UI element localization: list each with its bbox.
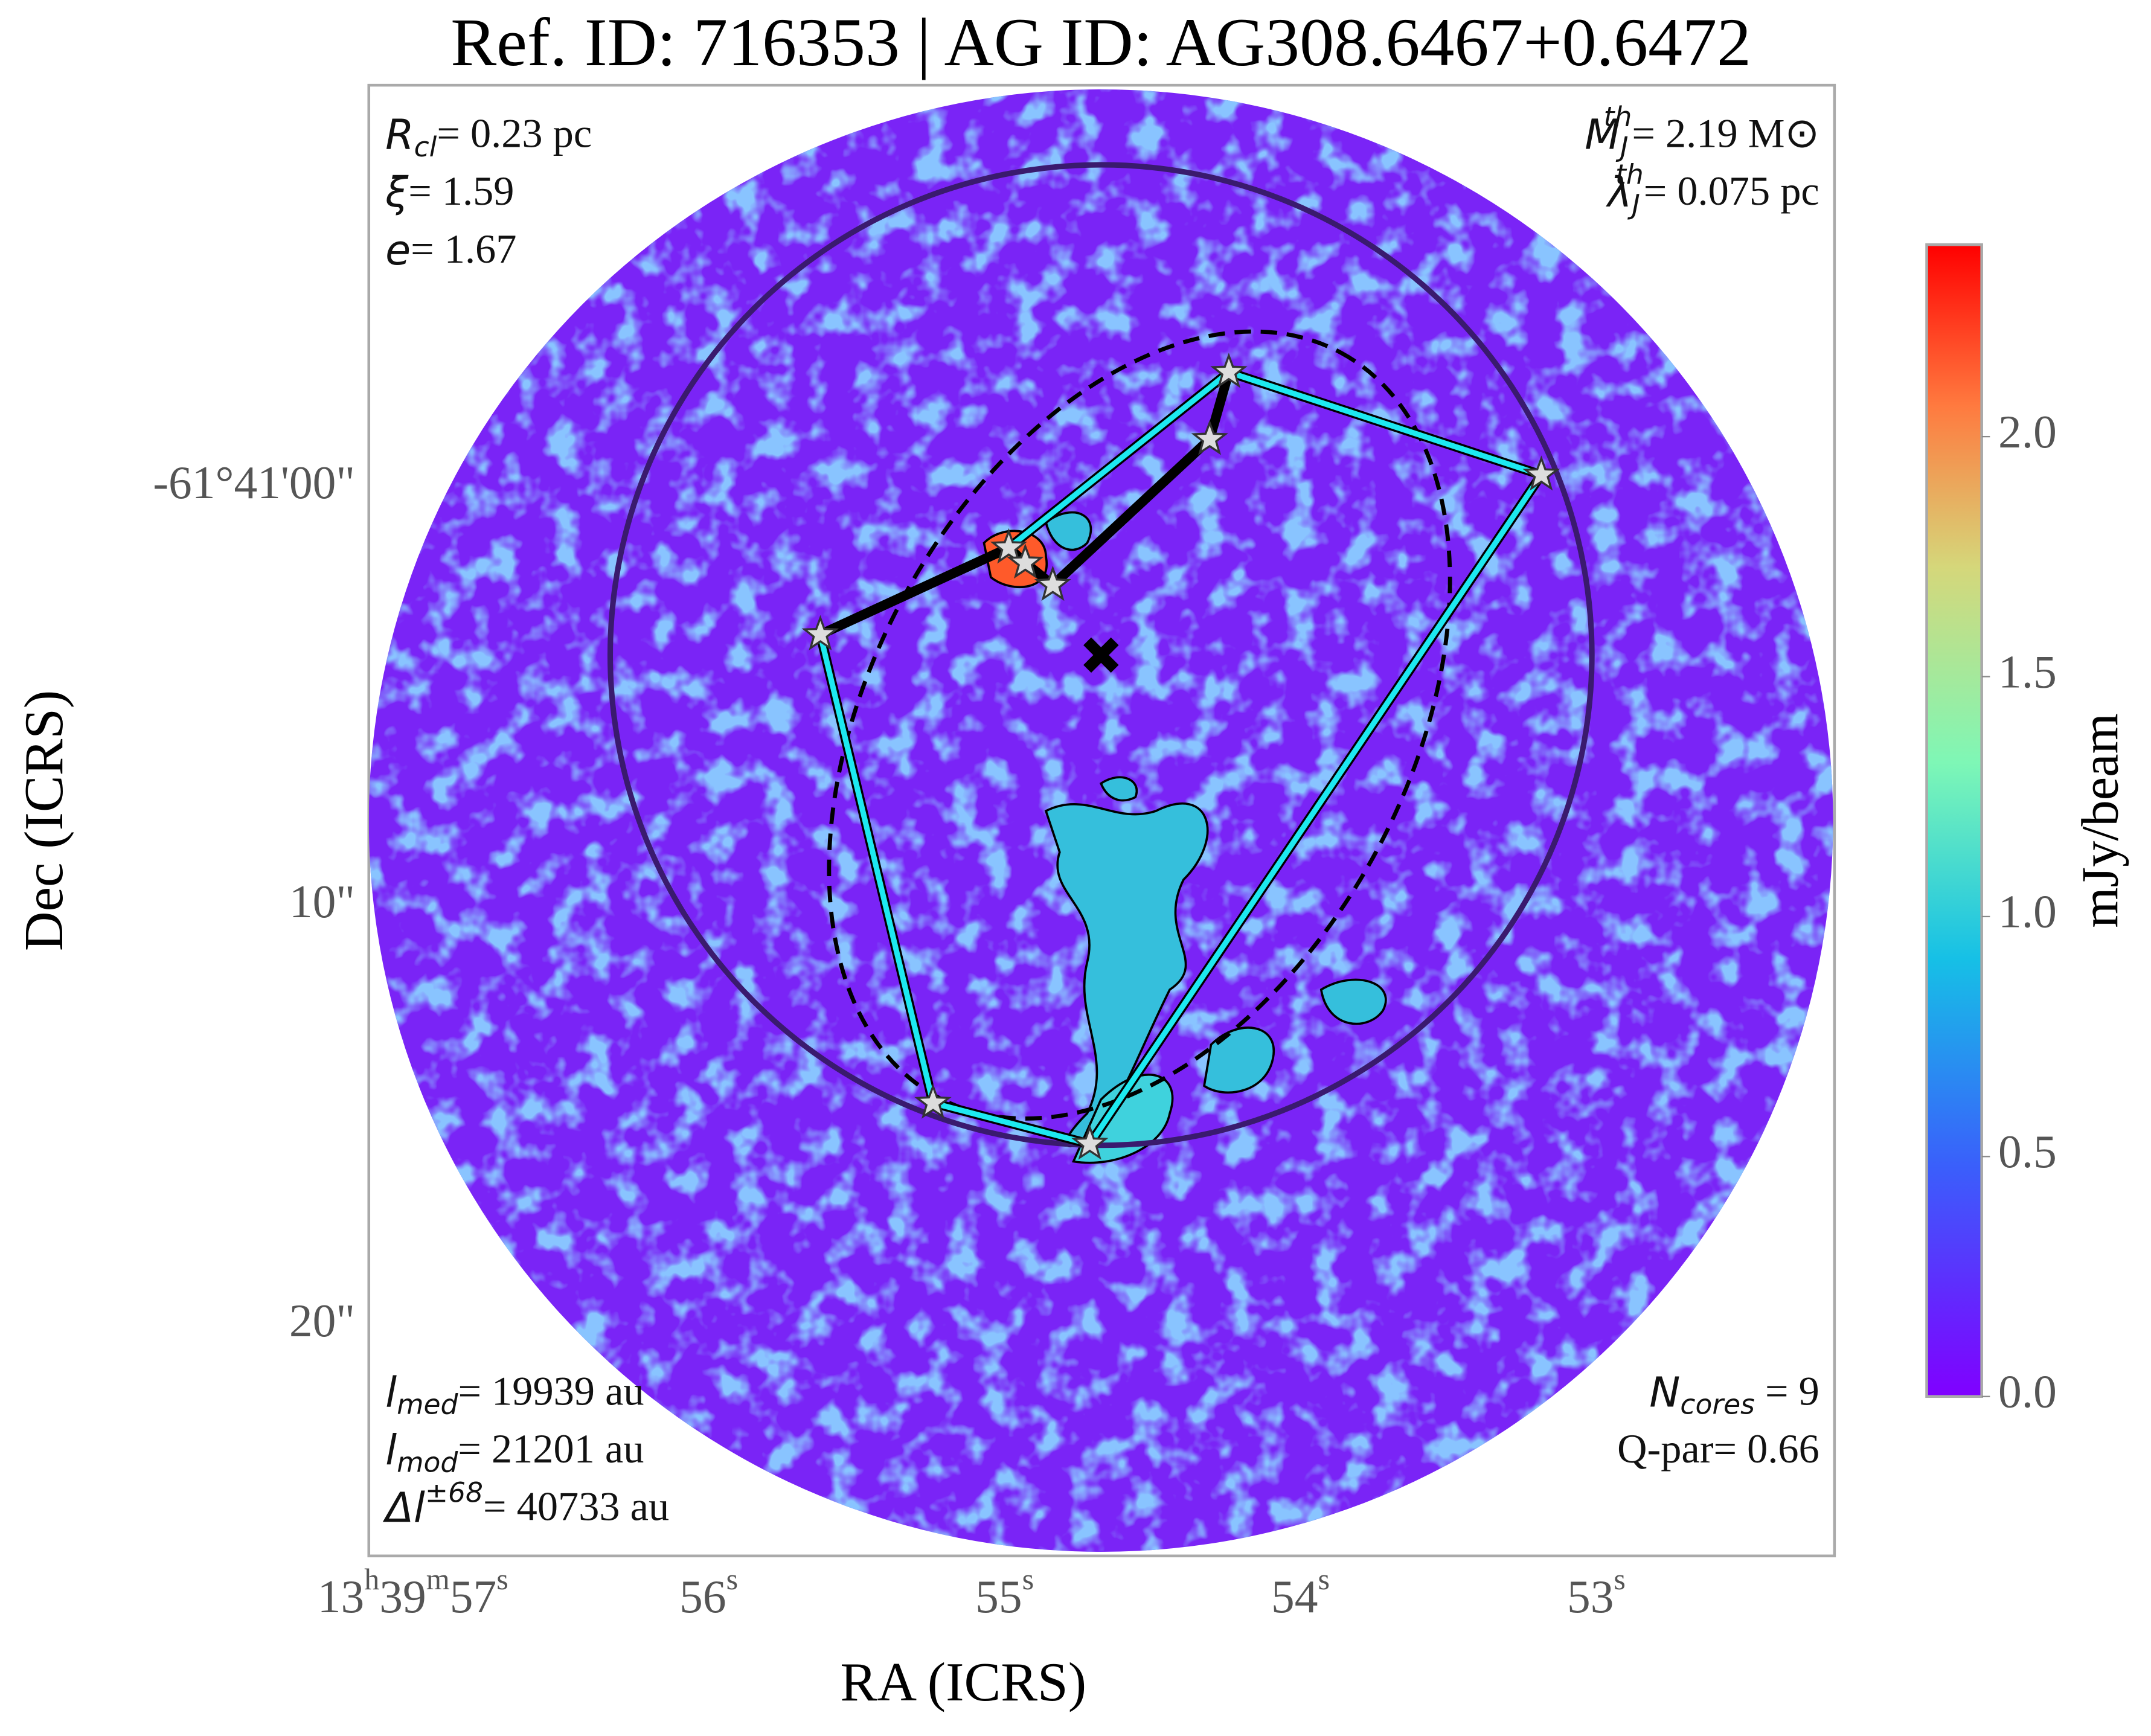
- annotation-text: = 0.075 pc: [1644, 168, 1819, 214]
- annotation: Ncores = 9: [1649, 1368, 1819, 1420]
- cluster-circle: [607, 162, 1595, 1148]
- annotation-sub: med: [397, 1388, 458, 1420]
- annotation-sup: th: [1604, 100, 1632, 132]
- hull-edge: [1007, 370, 1231, 550]
- core-star: [1034, 565, 1072, 601]
- annotation: Q-par= 0.66: [1617, 1426, 1819, 1472]
- colorbar-tick-label: 0.5: [1998, 1126, 2057, 1177]
- colorbar: [1925, 243, 1983, 1398]
- hull-edge: [932, 1100, 1091, 1147]
- hull-edge: [1087, 473, 1544, 1146]
- annotation-symbol: l: [385, 1427, 397, 1475]
- core-star: [1191, 420, 1228, 455]
- core-star: [1522, 455, 1560, 491]
- annotation-text: = 19939 au: [458, 1368, 644, 1414]
- annotation-text: = 21201 au: [458, 1426, 644, 1472]
- annotation-symbol: ξ: [385, 169, 409, 217]
- hull-edge: [817, 633, 936, 1104]
- colorbar-tick-label: 1.0: [1998, 886, 2057, 938]
- x-axis-label: RA (ICRS): [840, 1651, 1086, 1712]
- annotation-text: = 2.19 M⊙: [1632, 110, 1819, 156]
- core-star: [1071, 1124, 1109, 1160]
- mst-edge: [815, 543, 1014, 639]
- colorbar-tick-label: 2.0: [1998, 406, 2057, 458]
- core-star: [801, 615, 839, 651]
- colorbar-label: mJy/beam: [2071, 713, 2129, 928]
- annotation-symbol: λ: [1606, 169, 1632, 217]
- annotation: Rcl= 0.23 pc: [385, 110, 592, 162]
- annotation-text: = 0.23 pc: [437, 110, 592, 156]
- core-star: [1210, 353, 1248, 388]
- annotation-sub: mod: [397, 1446, 458, 1478]
- annotation: MJth= 2.19 M⊙: [1585, 100, 1819, 162]
- x-tick-label: 54s: [1271, 1562, 1330, 1622]
- annotation: lmod= 21201 au: [385, 1426, 644, 1478]
- x-tick-label: 13h39m57s: [318, 1562, 508, 1622]
- core-star: [990, 528, 1028, 564]
- annotation-symbol: N: [1649, 1369, 1680, 1417]
- colorbar-tick-label: 1.5: [1998, 645, 2057, 697]
- y-tick-label: 20": [289, 1295, 355, 1347]
- annotation: λJth= 0.075 pc: [1606, 158, 1819, 220]
- annotation-sub: cl: [414, 130, 437, 162]
- y-tick-label: -61°41'00": [153, 456, 355, 508]
- chart-title: Ref. ID: 716353 | AG ID: AG308.6467+0.64…: [450, 4, 1751, 80]
- annotation-sup: ±68: [425, 1476, 483, 1508]
- annotation-text: = 0.66: [1714, 1426, 1819, 1472]
- annotation-sup: th: [1615, 158, 1644, 190]
- annotation: Δl±68= 40733 au: [382, 1476, 669, 1532]
- annotation-sub: cores: [1680, 1388, 1754, 1420]
- y-tick-label: 10": [289, 876, 355, 927]
- annotation-symbol: Δl: [382, 1484, 425, 1532]
- core-star: [914, 1083, 952, 1119]
- annotation: lmed= 19939 au: [385, 1368, 644, 1420]
- annotation-symbol: M: [1585, 111, 1620, 159]
- annotation-symbol: e: [385, 226, 411, 274]
- core-star: [1007, 543, 1044, 579]
- x-tick-label: 56s: [679, 1562, 738, 1622]
- y-axis-label: Dec (ICRS): [13, 690, 74, 951]
- annotation-symbol: R: [385, 111, 414, 159]
- annotation: ξ= 1.59: [385, 168, 514, 217]
- annotation-text: = 1.67: [411, 226, 516, 272]
- annotation-text: = 40733 au: [483, 1483, 669, 1529]
- colorbar-tick-label: 0.0: [1998, 1366, 2057, 1418]
- intensity-map: [368, 89, 1833, 1552]
- x-tick-label: 53s: [1567, 1562, 1626, 1622]
- annotation-symbol: l: [385, 1369, 397, 1417]
- hull-edge: [1228, 370, 1542, 478]
- annotation-text: = 1.59: [408, 168, 514, 214]
- annotation-symbol: Q-par: [1617, 1426, 1714, 1472]
- mst-edge: [1048, 434, 1215, 590]
- annotation: e= 1.67: [385, 226, 516, 275]
- mst-edge: [1205, 367, 1234, 444]
- x-tick-label: 55s: [975, 1562, 1034, 1622]
- center-marker: [1083, 637, 1119, 673]
- annotation-text: = 9: [1755, 1368, 1819, 1414]
